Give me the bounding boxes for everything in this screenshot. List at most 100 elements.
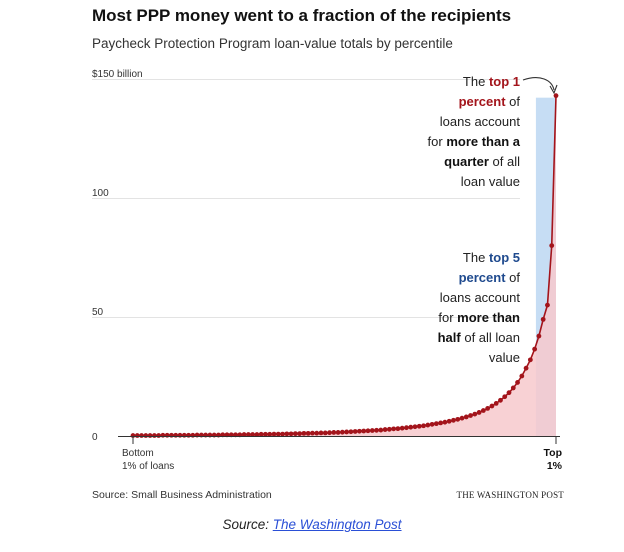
data-point (438, 420, 444, 426)
data-point (374, 427, 379, 433)
publisher-logo: THE WASHINGTON POST (456, 490, 564, 500)
data-point (297, 431, 303, 437)
data-point (301, 430, 307, 436)
data-point (446, 418, 452, 424)
x-label-right: 1% (547, 460, 563, 472)
data-point (451, 417, 456, 423)
data-point (258, 431, 264, 437)
data-point (339, 429, 345, 435)
data-point (267, 431, 273, 437)
data-point (147, 433, 153, 438)
data-point (506, 390, 512, 396)
top5-annotation: The top 5 percent of loans account for m… (437, 250, 520, 365)
data-point (463, 414, 469, 420)
data-point (399, 425, 405, 431)
data-point (151, 433, 157, 438)
data-point (369, 428, 375, 433)
data-point (549, 243, 555, 249)
data-point (271, 431, 277, 437)
data-point (536, 333, 542, 339)
data-point (344, 429, 350, 435)
source-note: Source: Small Business Administration (92, 489, 272, 501)
data-point (404, 425, 409, 431)
data-point (288, 431, 294, 437)
series-area (133, 95, 556, 436)
data-point (408, 424, 414, 430)
x-label-left: Bottom (122, 448, 154, 459)
data-point (280, 431, 285, 437)
data-point (365, 428, 371, 434)
data-point (489, 403, 495, 409)
data-point (459, 415, 465, 421)
data-point (480, 408, 486, 413)
data-point (498, 397, 503, 403)
x-label-right: Top (544, 447, 562, 459)
data-point (284, 431, 290, 437)
data-point (134, 433, 140, 438)
credit-prefix: Source: (222, 517, 273, 532)
data-point (416, 423, 422, 429)
chart-title: Most PPP money went to a fraction of the… (92, 6, 512, 25)
data-point (245, 432, 251, 437)
data-point (545, 302, 550, 308)
data-point (318, 430, 324, 436)
data-point (331, 430, 337, 435)
data-point (421, 423, 426, 429)
data-point (515, 380, 520, 385)
data-point (391, 426, 397, 432)
data-point (527, 357, 533, 363)
chart-subtitle: Paycheck Protection Program loan-value t… (92, 36, 453, 51)
arrow-head-icon (549, 84, 558, 95)
data-point (442, 419, 448, 425)
data-point (250, 432, 256, 437)
data-point (485, 405, 491, 411)
data-point (314, 430, 320, 436)
data-point (310, 430, 315, 436)
data-point (425, 422, 431, 428)
data-point (502, 394, 508, 400)
data-point (553, 93, 559, 99)
annotation-arrow (522, 77, 555, 91)
data-point (348, 429, 354, 435)
data-point (143, 433, 149, 438)
data-point (254, 432, 260, 437)
data-point (156, 433, 162, 438)
data-point (139, 433, 144, 438)
y-tick-label: 0 (92, 432, 98, 443)
data-point (523, 365, 529, 371)
y-tick-label: 50 (92, 307, 104, 318)
data-point (455, 416, 461, 422)
data-point (322, 430, 328, 436)
data-point (519, 373, 525, 379)
data-point (532, 346, 538, 352)
data-point (357, 428, 362, 434)
data-point (382, 427, 388, 432)
credit-link[interactable]: The Washington Post (272, 517, 402, 532)
data-point (412, 424, 418, 430)
data-point (275, 431, 281, 437)
x-label-left: 1% of loans (122, 461, 174, 472)
data-point (305, 430, 311, 436)
data-point (292, 431, 298, 437)
top1-annotation: The top 1 percent of loans account for m… (427, 74, 520, 189)
data-point (429, 421, 435, 427)
data-point (476, 410, 482, 415)
data-point (493, 400, 499, 406)
data-point (472, 411, 478, 417)
data-point (540, 316, 546, 322)
image-credit: Source: The Washington Post (0, 517, 624, 532)
y-tick-label: $150 billion (92, 69, 143, 80)
data-point (263, 431, 268, 437)
data-point (361, 428, 367, 434)
data-point (468, 413, 473, 418)
y-tick-label: 100 (92, 188, 109, 199)
data-point (241, 432, 247, 437)
data-point (378, 427, 384, 433)
data-point (352, 429, 358, 434)
data-point (510, 385, 516, 391)
data-point (335, 430, 341, 435)
data-point (327, 430, 332, 436)
data-point (386, 426, 392, 432)
data-point (433, 421, 439, 427)
